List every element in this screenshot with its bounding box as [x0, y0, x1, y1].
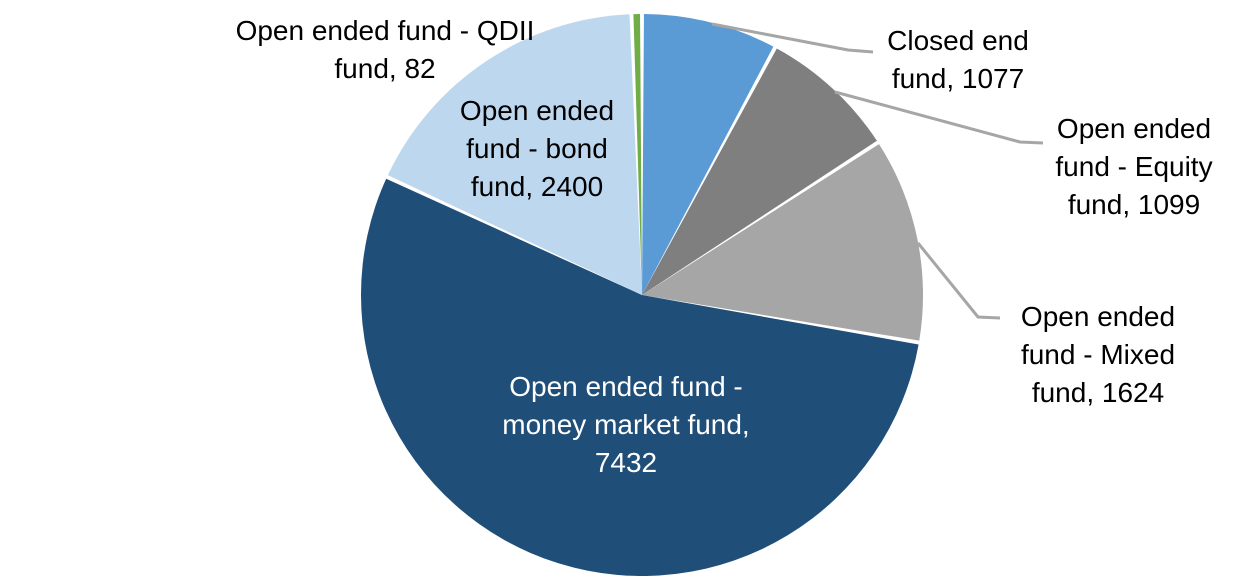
data-label-line: fund, 82 [334, 53, 436, 84]
pie-slice-open-ended-fund-qdii-fund [633, 14, 642, 295]
data-label-line: Open ended [1056, 113, 1212, 144]
data-label-line: fund - bond [466, 133, 608, 164]
data-label-mixed-fund: Open ended fund - Mixed fund, 1624 [992, 298, 1204, 412]
data-label-line: Open ended [1020, 301, 1176, 332]
data-label-closed-end-fund: Closed end fund, 1077 [853, 22, 1063, 98]
data-label-bond-fund: Open ended fund - bond fund, 2400 [415, 92, 659, 206]
data-label-line: Open ended [459, 95, 615, 126]
leader-line-closed-end-fund [711, 22, 874, 54]
data-label-line: Open ended fund - QDII [235, 15, 535, 46]
data-label-line: Closed end [887, 25, 1029, 56]
data-label-money-market-fund: Open ended fund - money market fund, 743… [445, 368, 807, 482]
data-label-equity-fund: Open ended fund - Equity fund, 1099 [1028, 110, 1240, 224]
pie-slice-open-ended-fund-mixed-fund [642, 144, 924, 341]
pie-slice-open-ended-fund-bond-fund [387, 14, 642, 296]
pie-slice-open-ended-fund-money-market-fund [361, 178, 919, 576]
leader-line-equity-fund [834, 90, 1044, 145]
data-label-qdii-fund: Open ended fund - QDII fund, 82 [200, 12, 570, 88]
data-label-line: fund - Mixed [1020, 339, 1176, 370]
pie-slice-closed-end-fund [642, 14, 774, 295]
data-label-line: fund, 2400 [470, 171, 604, 202]
data-label-line: fund, 1077 [891, 63, 1025, 94]
data-label-line: fund - Equity [1055, 151, 1213, 182]
data-label-line: Open ended fund - [509, 371, 743, 402]
data-label-line: fund, 1099 [1067, 189, 1201, 220]
leader-line-mixed-fund [916, 242, 1001, 320]
data-label-line: fund, 1624 [1031, 377, 1165, 408]
data-label-line: 7432 [594, 447, 658, 478]
data-label-line: money market fund, [502, 409, 750, 440]
pie-slice-open-ended-fund-equity-fund [642, 48, 877, 296]
